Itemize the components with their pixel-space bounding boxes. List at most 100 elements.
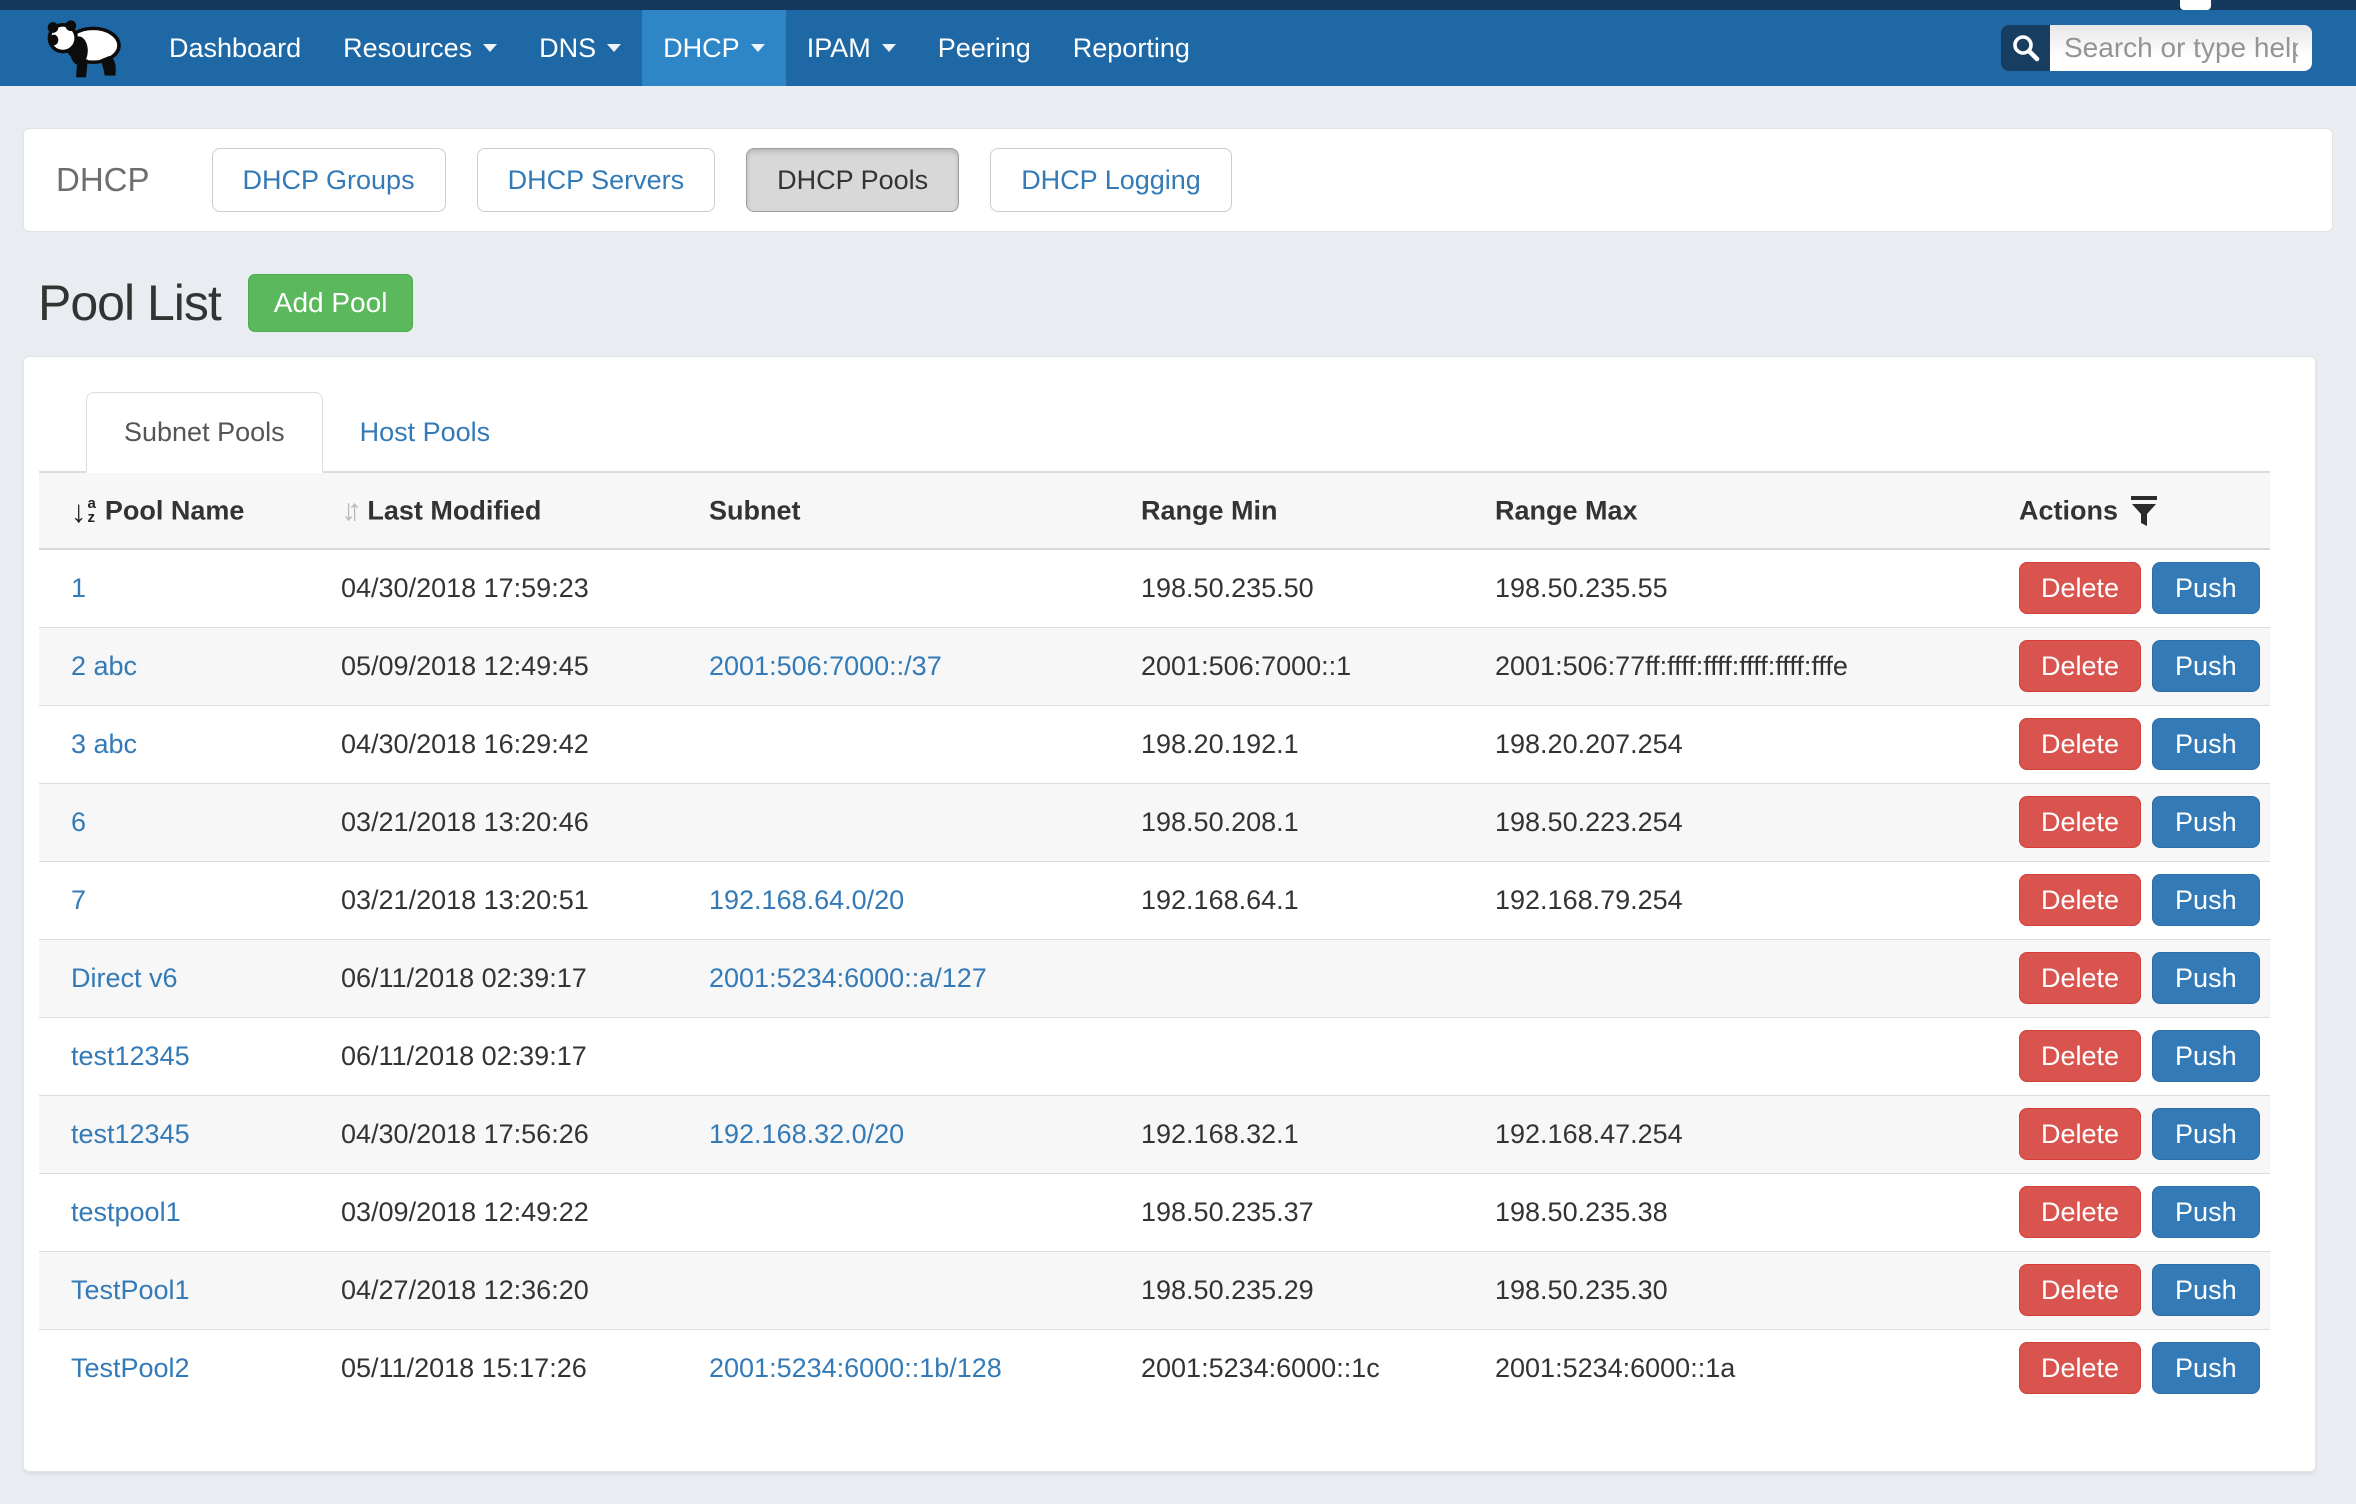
range-max-value: 198.20.207.254 bbox=[1495, 729, 1683, 759]
table-cell: 2001:5234:6000::a/127 bbox=[709, 939, 1141, 1017]
column-header-last-modified[interactable]: ↓↑ Last Modified bbox=[341, 473, 709, 549]
chevron-down-icon bbox=[483, 44, 497, 52]
table-cell: test12345 bbox=[39, 1017, 341, 1095]
column-header-actions[interactable]: Actions bbox=[2019, 473, 2270, 549]
subnet-link[interactable]: 192.168.32.0/20 bbox=[709, 1119, 904, 1149]
delete-button[interactable]: Delete bbox=[2019, 1342, 2141, 1394]
push-button[interactable]: Push bbox=[2152, 1108, 2260, 1160]
nav-item-peering[interactable]: Peering bbox=[917, 10, 1052, 86]
table-cell: DeletePush bbox=[2019, 939, 2270, 1017]
push-button[interactable]: Push bbox=[2152, 718, 2260, 770]
table-cell: 198.20.207.254 bbox=[1495, 705, 2019, 783]
sort-up-down-icon: ↓↑ bbox=[341, 494, 352, 527]
table-cell: 2001:5234:6000::1a bbox=[1495, 1329, 2019, 1407]
search-input[interactable] bbox=[2050, 25, 2312, 71]
pool-name-link[interactable]: TestPool2 bbox=[71, 1353, 190, 1383]
dhcp-tab-dhcp-logging[interactable]: DHCP Logging bbox=[990, 148, 1232, 212]
tab-host-pools[interactable]: Host Pools bbox=[323, 392, 528, 473]
pool-name-link[interactable]: TestPool1 bbox=[71, 1275, 190, 1305]
nav-item-reporting[interactable]: Reporting bbox=[1052, 10, 1211, 86]
nav-item-ipam[interactable]: IPAM bbox=[786, 10, 917, 86]
push-button[interactable]: Push bbox=[2152, 1030, 2260, 1082]
logo[interactable] bbox=[40, 10, 132, 86]
delete-button[interactable]: Delete bbox=[2019, 1186, 2141, 1238]
delete-button[interactable]: Delete bbox=[2019, 796, 2141, 848]
pool-name-link[interactable]: 6 bbox=[71, 807, 86, 837]
table-cell: DeletePush bbox=[2019, 705, 2270, 783]
table-cell: 03/21/2018 13:20:51 bbox=[341, 861, 709, 939]
nav-item-label: DNS bbox=[539, 33, 596, 64]
table-cell bbox=[709, 1017, 1141, 1095]
delete-button[interactable]: Delete bbox=[2019, 640, 2141, 692]
pool-tabs: Subnet PoolsHost Pools bbox=[39, 392, 2270, 473]
pool-name-link[interactable]: testpool1 bbox=[71, 1197, 181, 1227]
nav-item-label: IPAM bbox=[807, 33, 871, 64]
table-cell: 04/27/2018 12:36:20 bbox=[341, 1251, 709, 1329]
nav-item-label: Peering bbox=[938, 33, 1031, 64]
pool-name-link[interactable]: 1 bbox=[71, 573, 86, 603]
table-row: 2 abc05/09/2018 12:49:452001:506:7000::/… bbox=[39, 627, 2270, 705]
push-button[interactable]: Push bbox=[2152, 1186, 2260, 1238]
range-max-value: 198.50.235.55 bbox=[1495, 573, 1668, 603]
pool-name-link[interactable]: test12345 bbox=[71, 1041, 190, 1071]
table-cell: 6 bbox=[39, 783, 341, 861]
page-content: DHCP DHCP GroupsDHCP ServersDHCP PoolsDH… bbox=[0, 128, 2356, 1472]
dhcp-tab-dhcp-groups[interactable]: DHCP Groups bbox=[212, 148, 446, 212]
range-min-value: 198.50.208.1 bbox=[1141, 807, 1299, 837]
push-button[interactable]: Push bbox=[2152, 562, 2260, 614]
subnet-link[interactable]: 192.168.64.0/20 bbox=[709, 885, 904, 915]
column-header-label: Actions bbox=[2019, 496, 2118, 526]
table-cell: 192.168.79.254 bbox=[1495, 861, 2019, 939]
pool-name-link[interactable]: 7 bbox=[71, 885, 86, 915]
table-cell: DeletePush bbox=[2019, 1017, 2270, 1095]
filter-icon[interactable] bbox=[2131, 496, 2157, 527]
nav-items: Dashboard Resources DNS DHCP IPAM Peering Repo… bbox=[148, 10, 1211, 86]
delete-button[interactable]: Delete bbox=[2019, 718, 2141, 770]
tab-subnet-pools[interactable]: Subnet Pools bbox=[86, 392, 323, 473]
pool-name-link[interactable]: test12345 bbox=[71, 1119, 190, 1149]
add-pool-button[interactable]: Add Pool bbox=[248, 274, 414, 332]
pool-name-link[interactable]: 2 abc bbox=[71, 651, 137, 681]
table-row: Direct v606/11/2018 02:39:172001:5234:60… bbox=[39, 939, 2270, 1017]
nav-item-dhcp[interactable]: DHCP bbox=[642, 10, 786, 86]
table-row: test1234504/30/2018 17:56:26192.168.32.0… bbox=[39, 1095, 2270, 1173]
delete-button[interactable]: Delete bbox=[2019, 874, 2141, 926]
table-row: 603/21/2018 13:20:46198.50.208.1198.50.2… bbox=[39, 783, 2270, 861]
last-modified-value: 04/30/2018 16:29:42 bbox=[341, 729, 589, 759]
delete-button[interactable]: Delete bbox=[2019, 952, 2141, 1004]
pool-name-link[interactable]: Direct v6 bbox=[71, 963, 178, 993]
column-header-range-max: Range Max bbox=[1495, 473, 2019, 549]
subnet-link[interactable]: 2001:5234:6000::a/127 bbox=[709, 963, 987, 993]
search-icon[interactable] bbox=[2001, 25, 2050, 71]
pool-name-link[interactable]: 3 abc bbox=[71, 729, 137, 759]
dhcp-tab-dhcp-servers[interactable]: DHCP Servers bbox=[477, 148, 716, 212]
table-cell: 192.168.32.1 bbox=[1141, 1095, 1495, 1173]
dhcp-tab-dhcp-pools[interactable]: DHCP Pools bbox=[746, 148, 959, 212]
table-row: testpool103/09/2018 12:49:22198.50.235.3… bbox=[39, 1173, 2270, 1251]
nav-item-dashboard[interactable]: Dashboard bbox=[148, 10, 322, 86]
subnet-link[interactable]: 2001:506:7000::/37 bbox=[709, 651, 942, 681]
table-cell: DeletePush bbox=[2019, 861, 2270, 939]
push-button[interactable]: Push bbox=[2152, 952, 2260, 1004]
range-min-value: 198.50.235.50 bbox=[1141, 573, 1314, 603]
nav-item-dns[interactable]: DNS bbox=[518, 10, 642, 86]
nav-item-resources[interactable]: Resources bbox=[322, 10, 518, 86]
column-header-pool-name[interactable]: ↓azPool Name bbox=[39, 473, 341, 549]
push-button[interactable]: Push bbox=[2152, 640, 2260, 692]
delete-button[interactable]: Delete bbox=[2019, 1264, 2141, 1316]
delete-button[interactable]: Delete bbox=[2019, 562, 2141, 614]
push-button[interactable]: Push bbox=[2152, 1264, 2260, 1316]
subnet-link[interactable]: 2001:5234:6000::1b/128 bbox=[709, 1353, 1002, 1383]
push-button[interactable]: Push bbox=[2152, 1342, 2260, 1394]
nav-item-label: Resources bbox=[343, 33, 472, 64]
delete-button[interactable]: Delete bbox=[2019, 1108, 2141, 1160]
table-cell: 2001:506:7000::1 bbox=[1141, 627, 1495, 705]
table-row: 7 03/21/2018 13:20:51192.168.64.0/20 192.1… bbox=[39, 861, 2270, 939]
range-max-value: 198.50.223.254 bbox=[1495, 807, 1683, 837]
last-modified-value: 03/09/2018 12:49:22 bbox=[341, 1197, 589, 1227]
push-button[interactable]: Push bbox=[2152, 874, 2260, 926]
range-min-value: 2001:506:7000::1 bbox=[1141, 651, 1351, 681]
delete-button[interactable]: Delete bbox=[2019, 1030, 2141, 1082]
table-cell: 198.50.235.29 bbox=[1141, 1251, 1495, 1329]
push-button[interactable]: Push bbox=[2152, 796, 2260, 848]
